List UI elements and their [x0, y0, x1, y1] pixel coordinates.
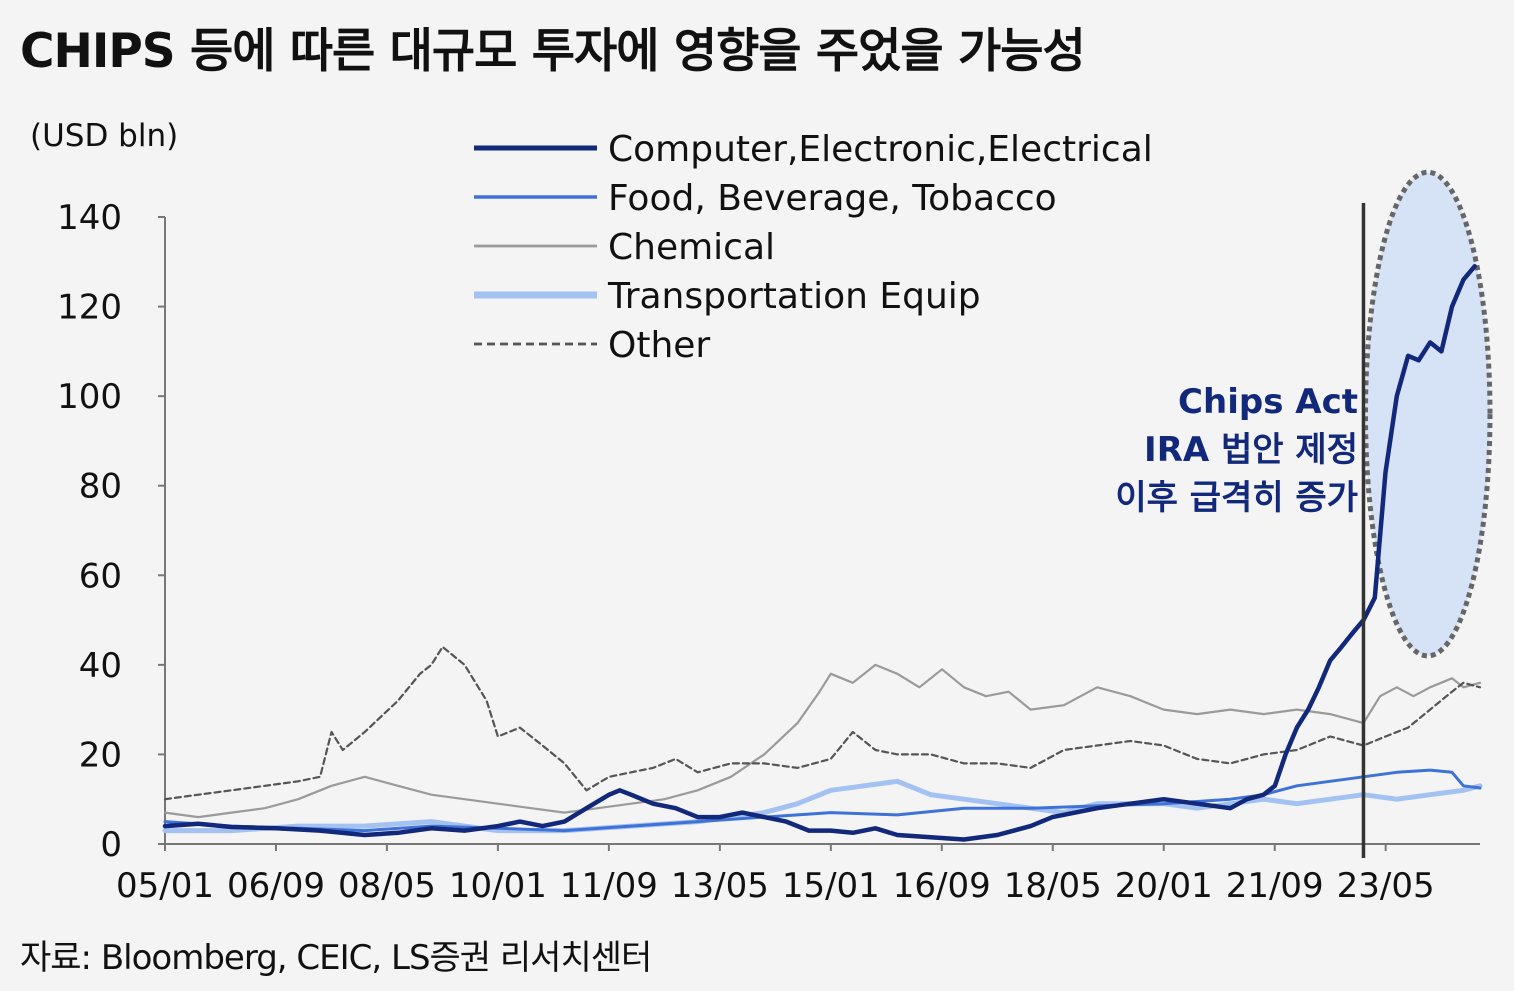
series-layer — [162, 264, 1483, 842]
legend: Computer,Electronic,Electrical Food, Beve… — [474, 129, 1153, 366]
series-line-food-beverage-tobacco — [163, 768, 1482, 833]
x-tick-label: 23/05 — [1337, 866, 1435, 906]
y-tick-label: 140 — [57, 198, 122, 238]
legend-label: Computer,Electronic,Electrical — [608, 129, 1153, 170]
annotation-line: IRA 법안 제정 — [1144, 430, 1358, 470]
y-tick-label: 100 — [57, 377, 122, 417]
y-tick-label: 0 — [100, 825, 122, 865]
x-tick-label: 20/01 — [1115, 866, 1213, 906]
y-tick-label: 120 — [57, 288, 122, 328]
page-title: CHIPS 등에 따른 대규모 투자에 영향을 주었을 가능성 — [20, 24, 1086, 79]
x-tick-label: 21/09 — [1226, 866, 1324, 906]
annotation-line: Chips Act — [1178, 382, 1358, 422]
highlight-layer — [1362, 169, 1493, 659]
x-tick-label: 05/01 — [116, 866, 214, 906]
legend-label: Transportation Equip — [607, 276, 981, 317]
y-axis-unit-label: (USD bln) — [30, 118, 179, 154]
legend-label: Other — [608, 325, 710, 366]
source-note: 자료: Bloomberg, CEIC, LS증권 리서치센터 — [20, 938, 652, 978]
annotation-line: 이후 급격히 증가 — [1115, 478, 1358, 518]
series-line-computer-electronic-electrical — [162, 264, 1477, 842]
highlight-ellipse — [1362, 169, 1493, 659]
x-tick-label: 08/05 — [338, 866, 436, 906]
series-line-transportation-equip — [162, 778, 1483, 834]
legend-label: Food, Beverage, Tobacco — [608, 178, 1057, 219]
x-tick-label: 10/01 — [449, 866, 547, 906]
x-tick-label: 06/09 — [227, 866, 325, 906]
axes: 0 20 40 60 80 100 120 140 05/01 06/09 08/05 10/01 11… — [57, 198, 1480, 906]
y-tick-label: 40 — [79, 646, 122, 686]
legend-label: Chemical — [608, 227, 775, 268]
x-tick-label: 18/05 — [1004, 866, 1102, 906]
x-tick-label: 15/01 — [782, 866, 880, 906]
x-tick-label: 13/05 — [671, 866, 769, 906]
series-line-chemical — [163, 663, 1482, 819]
x-tick-label: 11/09 — [560, 866, 658, 906]
y-tick-label: 60 — [79, 556, 122, 596]
y-tick-label: 20 — [79, 735, 122, 775]
x-tick-label: 16/09 — [893, 866, 991, 906]
series-line-other — [163, 645, 1482, 801]
y-tick-label: 80 — [79, 467, 122, 507]
